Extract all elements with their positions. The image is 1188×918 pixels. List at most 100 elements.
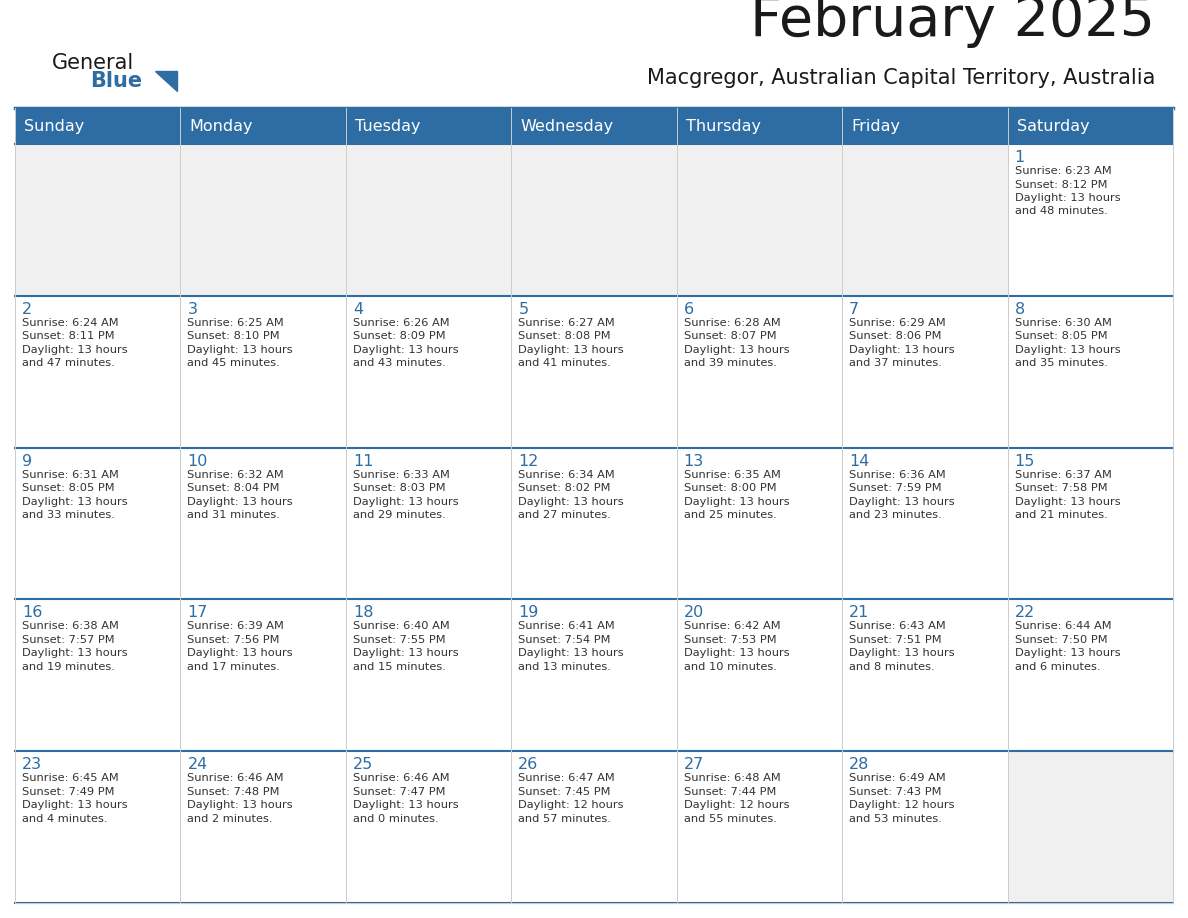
Bar [181,296,346,448]
Text: Daylight: 12 hours: Daylight: 12 hours [684,800,789,811]
Bar [346,448,511,599]
Text: Sunrise: 6:32 AM: Sunrise: 6:32 AM [188,470,284,479]
Text: Sunrise: 6:23 AM: Sunrise: 6:23 AM [1015,166,1111,176]
Bar [677,108,842,144]
Text: Sunset: 8:12 PM: Sunset: 8:12 PM [1015,180,1107,189]
Text: Sunset: 8:11 PM: Sunset: 8:11 PM [23,331,114,341]
Text: Sunset: 8:09 PM: Sunset: 8:09 PM [353,331,446,341]
Text: 6: 6 [684,302,694,317]
Bar [181,751,346,903]
Text: Sunrise: 6:46 AM: Sunrise: 6:46 AM [188,773,284,783]
Bar [1007,599,1173,751]
Text: Daylight: 13 hours: Daylight: 13 hours [353,497,459,507]
Text: Sunset: 7:47 PM: Sunset: 7:47 PM [353,787,446,797]
Text: 17: 17 [188,605,208,621]
Text: and 48 minutes.: and 48 minutes. [1015,207,1107,217]
Text: 7: 7 [849,302,859,317]
Text: Daylight: 13 hours: Daylight: 13 hours [188,800,293,811]
Text: Sunset: 7:54 PM: Sunset: 7:54 PM [518,635,611,645]
Text: Sunset: 8:07 PM: Sunset: 8:07 PM [684,331,776,341]
Text: Wednesday: Wednesday [520,118,613,133]
Text: Sunrise: 6:26 AM: Sunrise: 6:26 AM [353,318,449,328]
Text: 25: 25 [353,757,373,772]
Text: 19: 19 [518,605,538,621]
Text: and 55 minutes.: and 55 minutes. [684,813,777,823]
Text: Sunset: 7:53 PM: Sunset: 7:53 PM [684,635,776,645]
Text: and 15 minutes.: and 15 minutes. [353,662,446,672]
Bar [1007,144,1173,296]
Text: 10: 10 [188,453,208,468]
Bar [1007,108,1173,144]
Text: Sunset: 8:08 PM: Sunset: 8:08 PM [518,331,611,341]
Text: Daylight: 13 hours: Daylight: 13 hours [684,648,789,658]
Text: Daylight: 13 hours: Daylight: 13 hours [188,345,293,354]
Text: Friday: Friday [851,118,901,133]
Text: Sunset: 7:49 PM: Sunset: 7:49 PM [23,787,114,797]
Bar [15,448,181,599]
Bar [1007,448,1173,599]
Text: and 47 minutes.: and 47 minutes. [23,358,115,368]
Text: Sunset: 7:44 PM: Sunset: 7:44 PM [684,787,776,797]
Bar [511,108,677,144]
Text: and 35 minutes.: and 35 minutes. [1015,358,1107,368]
Bar [842,751,1007,903]
Text: Daylight: 13 hours: Daylight: 13 hours [684,345,789,354]
Text: Sunrise: 6:24 AM: Sunrise: 6:24 AM [23,318,119,328]
Text: Sunrise: 6:25 AM: Sunrise: 6:25 AM [188,318,284,328]
Text: and 19 minutes.: and 19 minutes. [23,662,115,672]
Text: 3: 3 [188,302,197,317]
Text: Daylight: 13 hours: Daylight: 13 hours [23,648,127,658]
Text: Daylight: 12 hours: Daylight: 12 hours [849,800,955,811]
Text: Sunrise: 6:39 AM: Sunrise: 6:39 AM [188,621,284,632]
Text: Sunrise: 6:48 AM: Sunrise: 6:48 AM [684,773,781,783]
Text: Sunrise: 6:31 AM: Sunrise: 6:31 AM [23,470,119,479]
Text: Sunrise: 6:27 AM: Sunrise: 6:27 AM [518,318,615,328]
Text: Sunrise: 6:46 AM: Sunrise: 6:46 AM [353,773,449,783]
Bar [346,144,511,296]
Bar [677,448,842,599]
Text: Sunset: 7:57 PM: Sunset: 7:57 PM [23,635,114,645]
Text: Sunday: Sunday [24,118,84,133]
Text: Sunrise: 6:38 AM: Sunrise: 6:38 AM [23,621,119,632]
Bar [677,296,842,448]
Text: Tuesday: Tuesday [355,118,421,133]
Text: Sunset: 7:55 PM: Sunset: 7:55 PM [353,635,446,645]
Text: and 43 minutes.: and 43 minutes. [353,358,446,368]
Text: Daylight: 13 hours: Daylight: 13 hours [518,497,624,507]
Text: 23: 23 [23,757,42,772]
Text: 11: 11 [353,453,373,468]
Text: and 10 minutes.: and 10 minutes. [684,662,777,672]
Bar [511,448,677,599]
Text: Sunset: 7:43 PM: Sunset: 7:43 PM [849,787,942,797]
Text: February 2025: February 2025 [750,0,1155,48]
Text: and 6 minutes.: and 6 minutes. [1015,662,1100,672]
Text: and 25 minutes.: and 25 minutes. [684,510,777,521]
Bar [1007,751,1173,903]
Bar [511,144,677,296]
Text: Daylight: 13 hours: Daylight: 13 hours [188,648,293,658]
Text: 26: 26 [518,757,538,772]
Text: Sunset: 8:06 PM: Sunset: 8:06 PM [849,331,942,341]
Bar [346,108,511,144]
Text: Saturday: Saturday [1017,118,1089,133]
Text: 14: 14 [849,453,870,468]
Bar [842,108,1007,144]
Text: Daylight: 13 hours: Daylight: 13 hours [684,497,789,507]
Bar [677,144,842,296]
Text: Daylight: 13 hours: Daylight: 13 hours [518,345,624,354]
Text: Sunset: 8:03 PM: Sunset: 8:03 PM [353,483,446,493]
Text: and 27 minutes.: and 27 minutes. [518,510,611,521]
Text: General: General [52,53,134,73]
Bar [677,751,842,903]
Text: and 57 minutes.: and 57 minutes. [518,813,611,823]
Text: Macgregor, Australian Capital Territory, Australia: Macgregor, Australian Capital Territory,… [646,68,1155,88]
Text: 20: 20 [684,605,704,621]
Text: Sunrise: 6:34 AM: Sunrise: 6:34 AM [518,470,615,479]
Text: and 13 minutes.: and 13 minutes. [518,662,611,672]
Text: 22: 22 [1015,605,1035,621]
Text: 16: 16 [23,605,43,621]
Text: Daylight: 13 hours: Daylight: 13 hours [518,648,624,658]
Bar [842,144,1007,296]
Text: Blue: Blue [90,71,143,91]
Bar [842,599,1007,751]
